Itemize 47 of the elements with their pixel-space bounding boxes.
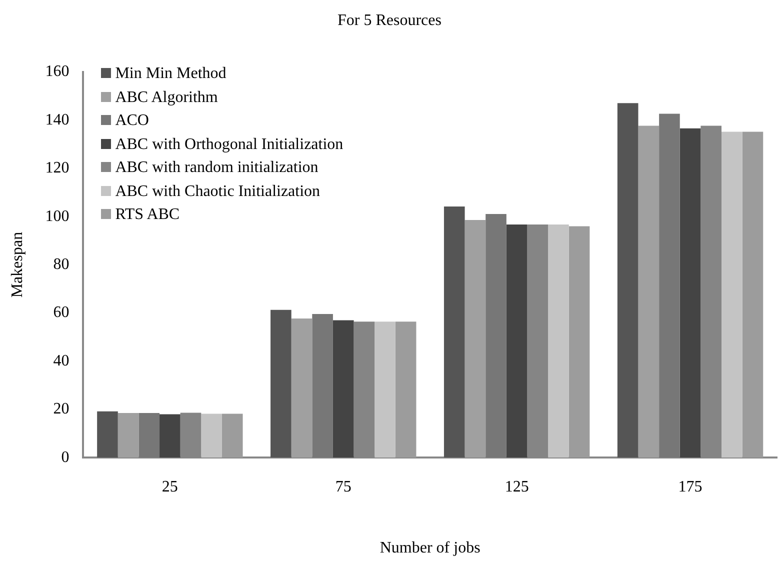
y-tick-label: 60: [53, 304, 70, 322]
bar: [568, 226, 590, 458]
legend-label: ABC with Orthogonal Initialization: [115, 136, 344, 152]
bar: [548, 224, 569, 458]
bar: [680, 128, 701, 458]
bar: [395, 322, 416, 458]
bar: [160, 414, 180, 458]
bar: [97, 411, 118, 458]
bar: [464, 220, 486, 458]
bar: [138, 413, 160, 458]
y-tick-label: 40: [53, 352, 70, 370]
chart-title: For 5 Resources: [336, 12, 442, 30]
bar: [444, 206, 465, 458]
bar: [742, 132, 764, 458]
x-tick-label: 75: [335, 478, 352, 496]
legend-label: Min Min Method: [115, 65, 226, 82]
bar: [659, 114, 680, 458]
y-axis-title: Makespan: [8, 232, 26, 298]
bar: [486, 214, 506, 458]
legend-label: RTS ABC: [115, 206, 180, 223]
x-axis-title: Number of jobs: [380, 540, 480, 557]
x-tick-label: 125: [504, 478, 529, 496]
y-tick-label: 20: [53, 400, 70, 418]
bar: [332, 320, 354, 458]
y-tick-label: 160: [45, 63, 70, 80]
bar: [312, 314, 333, 458]
bar: [638, 126, 660, 458]
y-tick-label: 140: [45, 111, 70, 128]
bar: [201, 414, 222, 458]
x-tick-label: 175: [678, 478, 702, 496]
bar: [617, 103, 638, 458]
legend-label: ABC with Chaotic Initialization: [115, 182, 320, 200]
bar: [291, 318, 312, 458]
bar: [721, 132, 742, 458]
y-tick-label: 120: [45, 160, 70, 177]
legend-label: ABC Algorithm: [115, 88, 218, 106]
x-tick-label: 25: [162, 478, 178, 496]
y-tick-label: 80: [53, 256, 70, 274]
bar: [222, 414, 243, 458]
y-tick-label: 100: [45, 208, 70, 225]
bar: [506, 224, 528, 458]
y-tick-label: 0: [61, 448, 70, 466]
legend-label: ABC with random initialization: [115, 159, 318, 176]
bar: [118, 413, 139, 458]
legend-label: ACO: [115, 112, 149, 129]
bar: [374, 322, 396, 458]
bar: [270, 310, 292, 458]
